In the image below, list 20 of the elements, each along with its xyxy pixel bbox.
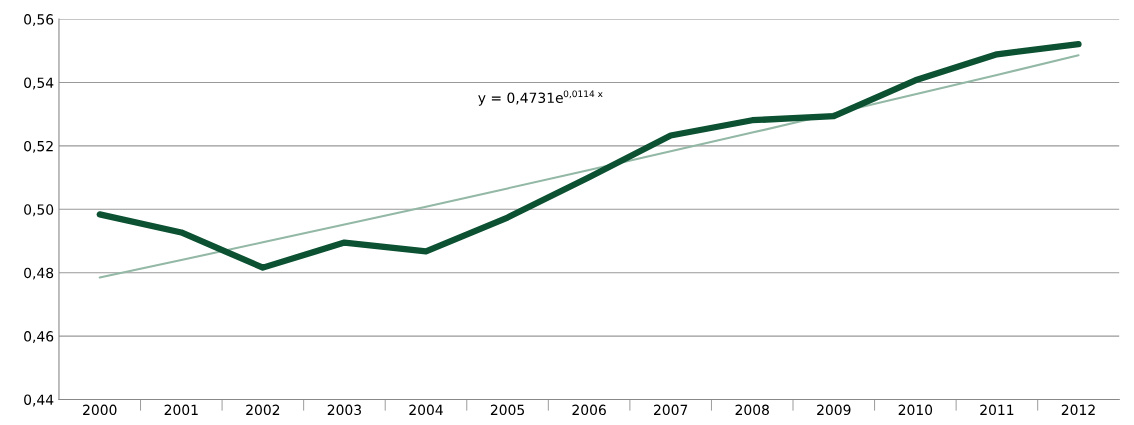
y-tick-label: 0,52 (24, 140, 53, 153)
x-tick-label: 2001 (164, 404, 198, 416)
y-tick-label: 0,50 (24, 204, 54, 217)
x-tick-label: 2006 (572, 404, 606, 416)
x-tick-label: 2009 (817, 404, 851, 416)
y-tick-label: 0,48 (24, 267, 54, 280)
x-tick-label: 2003 (327, 404, 361, 416)
x-tick-label: 2007 (654, 404, 688, 416)
x-tick-label: 2004 (409, 404, 443, 416)
x-tick-label: 2005 (490, 404, 525, 416)
x-tick-label: 2002 (246, 404, 280, 416)
x-tick-label: 2010 (898, 404, 933, 416)
y-tick-label: 0,46 (24, 331, 54, 343)
y-tick-label: 0,44 (24, 394, 54, 407)
x-tick-label: 2011 (980, 404, 1014, 416)
x-tick-label: 2000 (83, 404, 117, 416)
x-tick-label: 2008 (735, 404, 769, 416)
x-tick-label: 2012 (1061, 404, 1095, 416)
y-tick-label: 0,56 (24, 14, 54, 27)
y-tick-label: 0,54 (24, 77, 54, 90)
